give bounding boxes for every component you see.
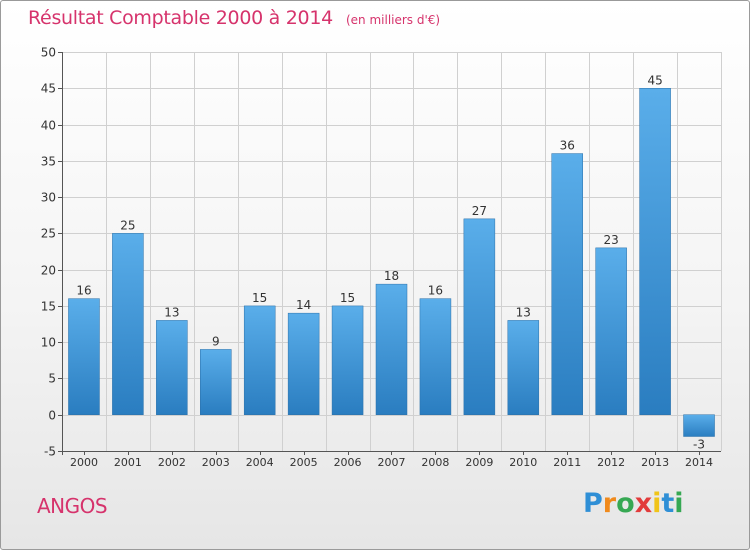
- bar: [331, 305, 364, 415]
- bar: [683, 414, 715, 437]
- x-tick-label: 2014: [685, 456, 713, 469]
- data-label: 23: [604, 233, 619, 247]
- data-label: 13: [164, 305, 179, 319]
- data-label: 15: [252, 291, 267, 305]
- chart-subtitle: (en milliers d'€): [345, 13, 441, 27]
- logo-letter: r: [602, 488, 617, 519]
- bar: [243, 305, 276, 415]
- x-tick-label: 2010: [509, 456, 537, 469]
- x-tick-label: 2012: [597, 456, 625, 469]
- y-tick-label: 0: [48, 409, 56, 423]
- x-tick-label: 2007: [378, 456, 406, 469]
- y-tick-label: 10: [41, 336, 56, 350]
- x-tick-label: 2005: [290, 456, 318, 469]
- x-tick-label: 2003: [202, 456, 230, 469]
- x-tick-label: 2004: [246, 456, 274, 469]
- logo-letter: i: [652, 488, 662, 519]
- bar: [68, 298, 100, 415]
- bar: [112, 233, 144, 415]
- y-tick-label: 40: [41, 119, 56, 133]
- bar: [419, 298, 452, 415]
- data-label: 14: [296, 298, 311, 312]
- y-tick-label: -5: [44, 445, 56, 459]
- x-tick-label: 2013: [641, 456, 669, 469]
- logo-letter: t: [661, 488, 675, 519]
- y-tick-label: 25: [41, 227, 56, 241]
- logo-letter: P: [583, 488, 603, 519]
- bar: [639, 88, 671, 415]
- data-label: 18: [384, 269, 399, 283]
- data-label: 25: [120, 218, 135, 232]
- y-tick-label: 20: [41, 264, 56, 278]
- title-row: Résultat Comptable 2000 à 2014 (en milli…: [28, 7, 440, 29]
- data-label: 45: [647, 73, 662, 87]
- chart-title: Résultat Comptable 2000 à 2014: [28, 7, 333, 29]
- bar: [595, 247, 627, 415]
- logo-letter: i: [674, 488, 684, 519]
- data-label: -3: [693, 437, 705, 451]
- x-tick-label: 2000: [70, 456, 98, 469]
- x-tick-label: 2006: [334, 456, 362, 469]
- bar: [507, 320, 540, 415]
- data-label: 16: [76, 284, 91, 298]
- bar: [375, 283, 408, 415]
- logo-letter: x: [634, 488, 653, 519]
- data-label: 36: [560, 139, 575, 153]
- commune-name: ANGOS: [37, 494, 108, 518]
- y-tick-label: 45: [41, 82, 56, 96]
- bar: [200, 349, 232, 415]
- y-tick-label: 35: [41, 155, 56, 169]
- y-tick-label: 30: [41, 191, 56, 205]
- bar: [463, 218, 496, 415]
- proxiti-logo: Proxiti: [583, 488, 684, 519]
- data-label: 27: [472, 204, 487, 218]
- data-label: 16: [428, 284, 443, 298]
- data-label: 9: [212, 334, 220, 348]
- bar: [287, 312, 320, 415]
- x-tick-label: 2011: [553, 456, 581, 469]
- y-tick-label: 15: [41, 300, 56, 314]
- bar: [551, 153, 583, 415]
- y-tick-label: 5: [48, 372, 56, 386]
- x-tick-label: 2009: [465, 456, 493, 469]
- y-tick-label: 50: [41, 46, 56, 60]
- data-label: 13: [516, 305, 531, 319]
- x-tick-label: 2002: [158, 456, 186, 469]
- x-tick-label: 2008: [421, 456, 449, 469]
- logo-letter: o: [616, 488, 635, 519]
- x-tick-label: 2001: [114, 456, 142, 469]
- bar: [156, 320, 188, 415]
- data-label: 15: [340, 291, 355, 305]
